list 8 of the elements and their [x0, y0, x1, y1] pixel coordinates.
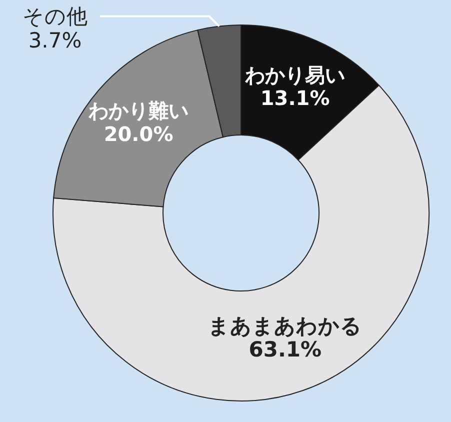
- slice-label: わかり易い: [244, 62, 346, 87]
- slice-label: まあまあわかる: [208, 314, 362, 338]
- data-label: 20.0%: [104, 122, 174, 146]
- slice-label: わかり難い: [88, 98, 189, 123]
- data-label: 13.1%: [260, 86, 330, 110]
- slice-label: その他: [22, 4, 88, 28]
- data-label: 3.7%: [28, 28, 82, 52]
- data-label: 63.1%: [248, 337, 322, 362]
